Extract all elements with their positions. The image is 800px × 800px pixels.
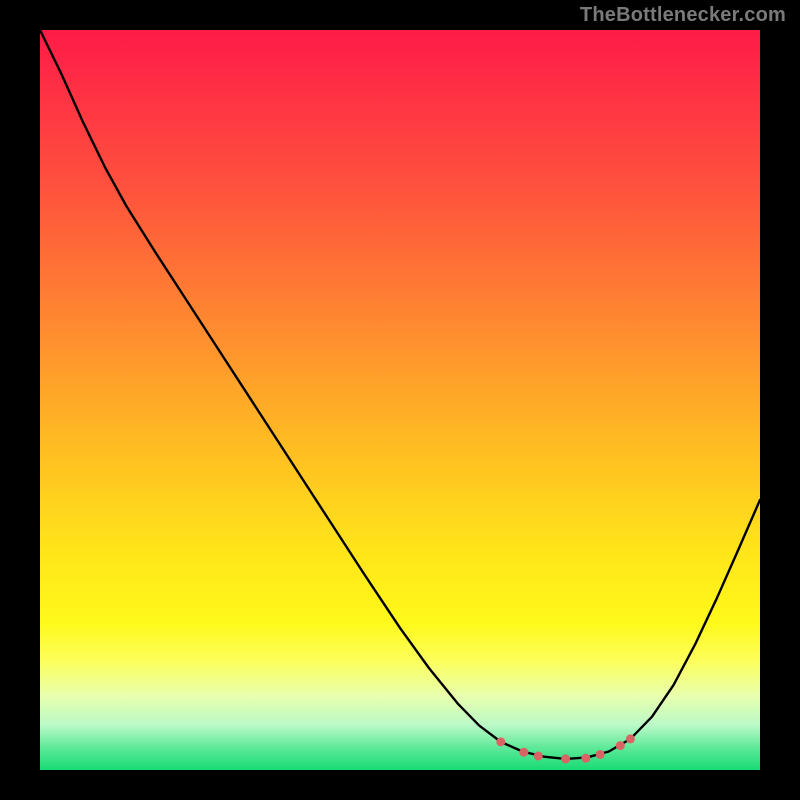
watermark-text: TheBottlenecker.com (580, 4, 786, 27)
marker-dot (534, 751, 543, 760)
marker-dot (519, 748, 528, 757)
bottleneck-curve-chart (0, 0, 800, 800)
marker-dot (616, 741, 625, 750)
chart-frame: TheBottlenecker.com (0, 0, 800, 800)
marker-dot (596, 750, 605, 759)
marker-dot (561, 754, 570, 763)
marker-dot (581, 754, 590, 763)
gradient-background (40, 30, 760, 770)
marker-dot (496, 737, 505, 746)
marker-dot (626, 734, 635, 743)
